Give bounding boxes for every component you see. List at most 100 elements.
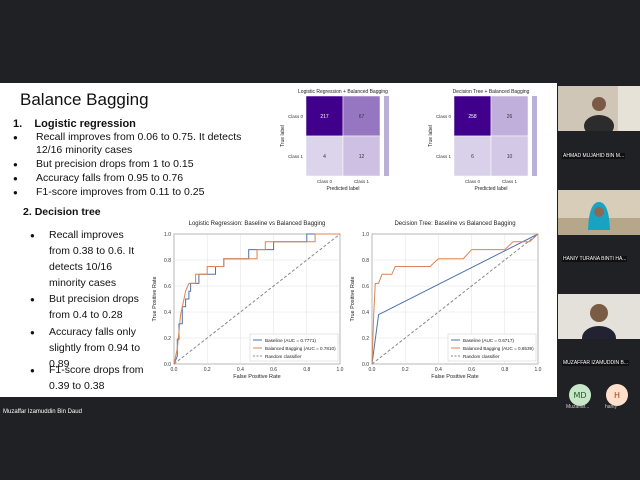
participant-video-tile[interactable] <box>558 86 640 131</box>
y-tick-label: 1.0 <box>362 232 369 238</box>
bullet-dot: ● <box>13 133 18 142</box>
heatmap-cell <box>453 135 492 177</box>
x-tick-label: 0.2 <box>204 367 211 373</box>
participant-video-icon <box>558 190 640 235</box>
x-tick-label: 1.0 <box>337 367 344 373</box>
bullet-text: But precision drops from 1 to 0.15 <box>36 158 194 170</box>
series-line <box>371 233 539 365</box>
bullet-dot: ● <box>30 295 35 304</box>
section-heading-1: 1. Logistic regression <box>13 118 136 130</box>
x-tick-label: Class 0 <box>317 179 333 184</box>
heatmap-cell <box>490 95 529 137</box>
y-axis-label: True label <box>428 125 434 147</box>
confusion-matrix-tree: Decision Tree + Balanced Bagging 258 26 6 10… <box>428 89 537 192</box>
y-tick-label: 1.0 <box>164 232 171 238</box>
x-tick-label: 0.8 <box>303 367 310 373</box>
participant-avatar-label: Muzaffar... <box>566 404 590 410</box>
series-line <box>371 233 539 365</box>
bullet-text: 0.89 <box>49 358 70 370</box>
bullet-text: F1-score drops from <box>49 364 144 376</box>
heatmap-cell <box>453 95 492 137</box>
x-tick-label: 0.6 <box>468 367 475 373</box>
bullet-dot: ● <box>13 174 18 183</box>
y-tick-label: 0.0 <box>362 362 369 368</box>
x-tick-label: Class 1 <box>502 179 518 184</box>
bullet-text: detects 10/16 <box>49 261 113 273</box>
heatmap-cell <box>490 135 529 177</box>
x-tick-label: Class 1 <box>354 179 370 184</box>
participant-video-tile[interactable] <box>558 190 640 235</box>
series-line <box>371 233 539 365</box>
heatmap-cell <box>342 95 381 137</box>
heatmap-cell <box>305 95 344 137</box>
chart-title: Decision Tree: Baseline vs Balanced Bagg… <box>394 221 515 227</box>
heatmap-cell <box>342 135 381 177</box>
y-tick-label: 0.4 <box>362 310 369 316</box>
bullet-dot: ● <box>30 328 35 337</box>
y-axis-label: True Positive Rate <box>350 276 356 321</box>
chart-title: Logistic Regression: Baseline vs Balance… <box>189 221 326 227</box>
x-tick-label: 0.4 <box>237 367 244 373</box>
bullet-text: But precision drops <box>49 293 139 305</box>
participant-avatar[interactable]: H <box>606 384 628 406</box>
cell-value: 10 <box>507 154 513 160</box>
y-tick-label: 0.0 <box>164 362 171 368</box>
section-title: Decision tree <box>34 206 101 218</box>
y-tick-label: 0.8 <box>164 258 171 264</box>
participant-video-icon <box>558 294 640 339</box>
section-number: 2. <box>23 206 32 218</box>
roc-chart-logistic: Logistic Regression: Baseline vs Balance… <box>152 221 344 380</box>
y-tick-label: Class 0 <box>436 114 452 119</box>
active-speaker-name: Muzaffar Izamuddin Bin Daud <box>3 409 82 415</box>
legend-entry: Random classifier <box>265 354 302 359</box>
x-tick-label: 0.8 <box>501 367 508 373</box>
cell-value: 217 <box>320 114 329 120</box>
slide-title: Balance Bagging <box>20 90 149 109</box>
section-number: 1. <box>13 118 23 130</box>
bullet-dot: ● <box>30 231 35 240</box>
x-tick-label: 0.6 <box>270 367 277 373</box>
y-tick-label: 0.6 <box>362 284 369 290</box>
bullet-text: Accuracy falls from 0.95 to 0.76 <box>36 172 184 184</box>
legend-entry: Balanced Bagging (AUC = 0.6539) <box>463 346 534 351</box>
bullet-text: 12/16 minority cases <box>36 144 133 156</box>
section-title: Logistic regression <box>34 118 136 130</box>
y-tick-label: Class 1 <box>436 154 452 159</box>
y-tick-label: Class 0 <box>288 114 304 119</box>
bullet-text: from 0.4 to 0.28 <box>49 309 123 321</box>
y-tick-label: 0.4 <box>164 310 171 316</box>
participant-video-icon <box>558 86 640 131</box>
cell-value: 12 <box>359 154 365 160</box>
x-tick-label: 0.0 <box>369 367 376 373</box>
bullet-dot: ● <box>30 366 35 375</box>
colorbar <box>532 96 537 176</box>
x-axis-label: Predicted label <box>474 186 507 192</box>
confusion-matrix-logistic: Logistic Regression + Balanced Bagging 21… <box>280 89 389 192</box>
y-tick-label: 0.2 <box>164 336 171 342</box>
cell-value: 258 <box>468 114 477 120</box>
colorbar <box>384 96 389 176</box>
legend-box <box>249 333 339 362</box>
bullet-text: Recall improves from 0.06 to 0.75. It de… <box>36 131 242 143</box>
participant-avatar[interactable]: MD <box>569 384 591 406</box>
x-axis-label: False Positive Rate <box>431 374 478 380</box>
section-heading-2: 2. Decision tree <box>23 206 101 218</box>
y-axis-label: True Positive Rate <box>152 276 158 321</box>
series-line <box>173 233 340 365</box>
chart-title: Decision Tree + Balanced Bagging <box>453 89 530 95</box>
x-axis-label: Predicted label <box>326 186 359 192</box>
participant-name: HANIY TURANA BINTI HA... <box>562 256 628 262</box>
participant-video-tile[interactable] <box>558 294 640 339</box>
roc-chart-tree: Decision Tree: Baseline vs Balanced Bagg… <box>350 221 542 380</box>
bullet-dot: ● <box>13 188 18 197</box>
x-tick-label: 0.4 <box>435 367 442 373</box>
cell-value: 4 <box>323 154 326 160</box>
legend-entry: Baseline (AUC = 0.7771) <box>265 338 316 343</box>
y-tick-label: 0.8 <box>362 258 369 264</box>
y-tick-label: Class 1 <box>288 154 304 159</box>
legend-entry: Balanced Bagging (AUC = 0.7810) <box>265 346 336 351</box>
participant-name: AHMAD MUJAHID BIN M... <box>562 153 626 159</box>
bullet-text: minority cases <box>49 277 117 289</box>
cell-value: 67 <box>359 114 365 120</box>
y-axis-label: True label <box>280 125 286 147</box>
